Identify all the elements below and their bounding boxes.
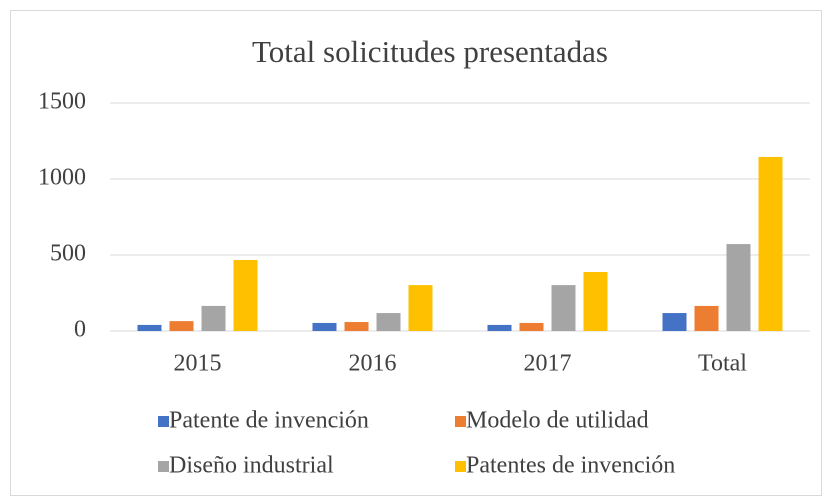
y-tick-label: 1500 — [38, 89, 86, 115]
legend-label: Patentes de invención — [466, 453, 675, 479]
y-tick-label: 0 — [74, 317, 86, 343]
legend-swatch — [158, 461, 169, 472]
y-tick-label: 1000 — [38, 165, 86, 191]
bar — [662, 313, 687, 331]
x-tick-label: 2015 — [174, 351, 222, 377]
legend-swatch — [158, 416, 169, 427]
x-tick-label: 2016 — [349, 351, 397, 377]
bar — [519, 322, 544, 331]
bar — [233, 260, 258, 331]
legend-label: Patente de invención — [169, 408, 369, 434]
legend-label: Modelo de utilidad — [466, 408, 649, 434]
bar — [726, 244, 751, 331]
bar — [169, 321, 194, 331]
bar — [408, 285, 433, 331]
bar — [551, 285, 576, 331]
bar — [344, 322, 369, 331]
chart-frame — [10, 10, 822, 496]
bar — [758, 156, 783, 331]
bar — [487, 324, 512, 331]
legend-label: Diseño industrial — [169, 453, 334, 479]
x-tick-label: 2017 — [524, 351, 572, 377]
y-tick-label: 500 — [50, 241, 86, 267]
chart-title: Total solicitudes presentadas — [252, 34, 608, 69]
bar — [583, 272, 608, 331]
bar — [201, 305, 226, 331]
bar — [694, 305, 719, 331]
bar — [312, 322, 337, 331]
legend-swatch — [455, 461, 466, 472]
legend-swatch — [455, 416, 466, 427]
bar — [137, 324, 162, 331]
bar — [376, 313, 401, 331]
x-tick-label: Total — [698, 351, 747, 377]
